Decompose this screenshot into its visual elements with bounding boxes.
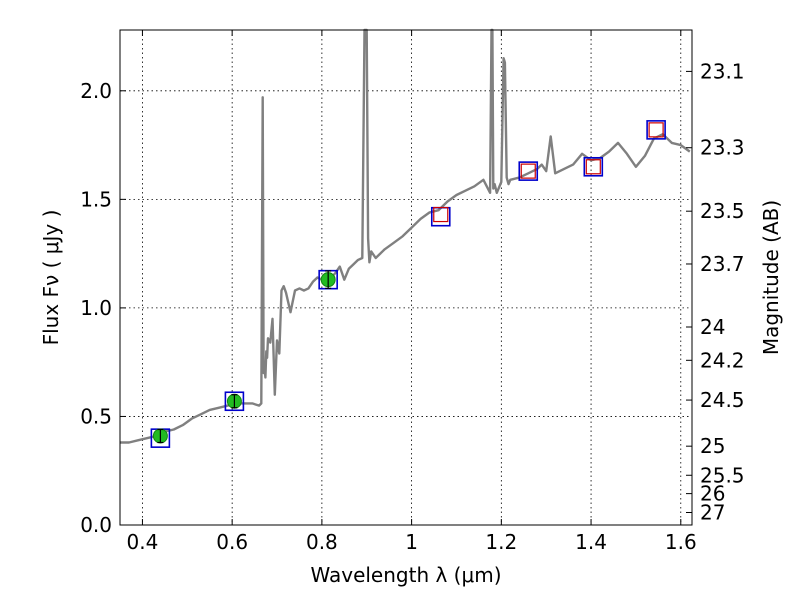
y-tick-label: 1.0 (80, 296, 112, 320)
photometry-layer (150, 120, 666, 448)
spectrum-line (120, 28, 691, 444)
plot-frame (119, 29, 693, 526)
mag-tick-label: 24.5 (700, 388, 745, 412)
mag-tick-label: 23.1 (700, 59, 745, 83)
model-box-marker (224, 391, 245, 412)
x-tick-label: 1 (405, 530, 418, 554)
grid-layer (120, 30, 692, 525)
tick-layer: 0.4 0.6 0.8 1 1.2 1.4 1.6 0.0 0.5 1.0 1.5 2.0 23.1 23… (80, 30, 745, 554)
mag-tick-label: 24.2 (700, 348, 745, 372)
model-box-marker (518, 161, 539, 181)
x-tick-label: 0.8 (306, 530, 338, 554)
x-axis-title: Wavelength λ (μm) (310, 563, 501, 587)
mag-tick-label: 25.5 (700, 463, 745, 487)
mag-tick-label: 26 (700, 482, 725, 506)
x-tick-label: 0.6 (216, 530, 248, 554)
x-tick-label: 1.6 (665, 530, 697, 554)
y-tick-label: 0.0 (80, 513, 112, 537)
mag-tick-label: 23.7 (700, 252, 745, 276)
y-axis-title: Flux Fν ( μJy ) (39, 210, 63, 346)
mag-tick-label: 23.5 (700, 199, 745, 223)
model-box-marker (583, 156, 604, 177)
y-tick-label: 1.5 (80, 187, 112, 211)
model-box-marker (646, 120, 666, 140)
y-tick-label: 0.5 (80, 404, 112, 428)
mag-tick-label: 27 (700, 501, 725, 525)
x-tick-label: 1.2 (485, 530, 517, 554)
x-tick-label: 1.4 (575, 530, 607, 554)
mag-tick-label: 23.3 (700, 136, 745, 160)
mag-tick-label: 24 (700, 315, 725, 339)
spectrum-layer (120, 28, 691, 444)
observed-box-marker (585, 159, 601, 175)
y2-axis-title: Magnitude (AB) (759, 200, 783, 355)
mag-tick-label: 25 (700, 434, 725, 458)
x-tick-label: 0.4 (127, 530, 159, 554)
observed-box-marker (520, 163, 536, 179)
y-tick-label: 2.0 (80, 79, 112, 103)
observed-box-marker (648, 122, 664, 138)
observed-box-marker (433, 206, 449, 223)
